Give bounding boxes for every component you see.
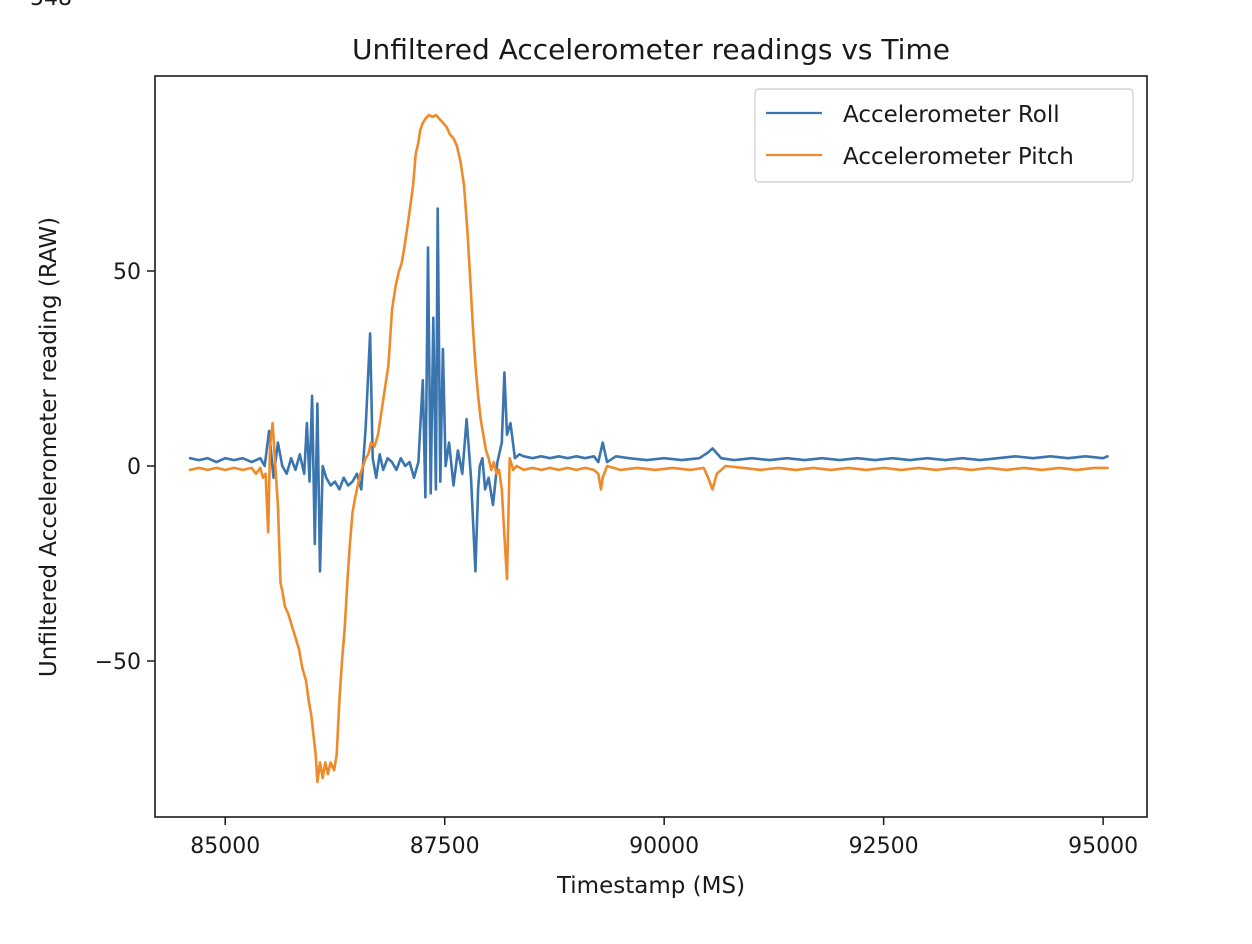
x-tick-label: 85000 <box>190 834 260 859</box>
y-tick-label: −50 <box>95 650 141 675</box>
plot-area <box>188 113 1109 784</box>
legend-label-pitch: Accelerometer Pitch <box>843 144 1074 170</box>
y-tick-label: 0 <box>127 455 141 480</box>
x-tick-label: 92500 <box>849 834 919 859</box>
plot-frame <box>154 75 1148 818</box>
y-axis-label: Unfiltered Accelerometer reading (RAW) <box>36 217 62 677</box>
legend-box <box>754 88 1134 183</box>
y-tick-label: 50 <box>113 260 141 285</box>
legend-label-roll: Accelerometer Roll <box>843 102 1060 128</box>
legend: Accelerometer Roll Accelerometer Pitch <box>754 88 1134 183</box>
x-axis-label: Timestamp (MS) <box>556 873 745 899</box>
x-tick-label: 90000 <box>629 834 699 859</box>
page-fragment-text: 548 <box>30 0 72 11</box>
series-line-roll <box>188 207 1109 573</box>
axes: 85000 87500 90000 92500 95000 −50 0 50 <box>95 260 1139 859</box>
x-tick-label: 95000 <box>1068 834 1138 859</box>
chart-title: Unfiltered Accelerometer readings vs Tim… <box>352 33 950 66</box>
series-line-pitch <box>188 113 1109 784</box>
x-tick-label: 87500 <box>410 834 480 859</box>
